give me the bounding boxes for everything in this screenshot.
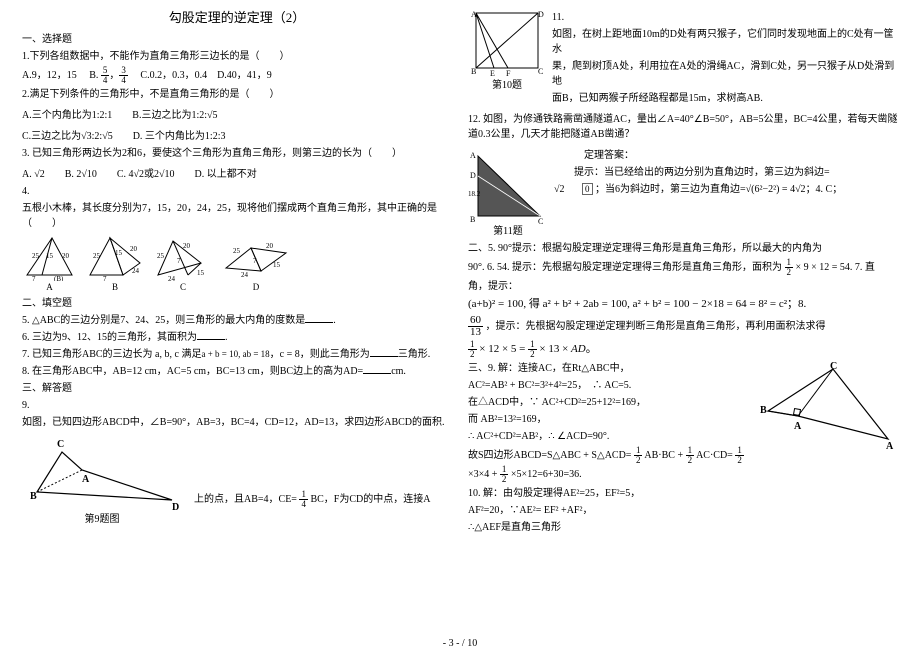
svg-text:F: F — [506, 69, 511, 78]
ans4: 角，提示： — [468, 279, 898, 294]
ans14: 10. 解：由勾股定理得AE²=25，EF²=5， — [468, 486, 898, 501]
svg-text:24: 24 — [168, 275, 176, 281]
svg-text:20: 20 — [183, 242, 191, 250]
q1: 1.下列各组数据中，不能作为直角三角形三边长的是（ ） — [22, 49, 452, 64]
svg-text:C: C — [538, 67, 543, 76]
svg-text:A: A — [471, 10, 477, 19]
q9-tail: 上的点，且AB=4，CE= 14 BC，F为CD的中点，连接A — [194, 490, 452, 527]
q3-opts: A. √2 B. 2√10 C. 4√2或2√10 D. 以上都不对 — [22, 167, 452, 182]
q11-line4: 面B，已知两猴子所经路程都是15m，求树高AB. — [468, 91, 898, 106]
q5: 5. △ABC的三边分别是7、24、25，则三角形的最大内角的度数是. — [22, 313, 452, 328]
section-b: 二、填空题 — [22, 296, 452, 311]
q4-figures: 25 20 15 7 (B) A 25 15 20 24 7 — [22, 233, 452, 295]
svg-text:B: B — [760, 405, 767, 416]
section-c: 三、解答题 — [22, 381, 452, 396]
svg-text:20: 20 — [266, 242, 274, 250]
svg-text:D: D — [172, 502, 179, 512]
svg-text:B: B — [471, 67, 476, 76]
svg-text:24: 24 — [132, 267, 140, 275]
q9-text: 如图，已知四边形ABCD中，∠B=90°，AB=3，BC=4，CD=12，AD=… — [22, 415, 452, 430]
svg-text:7: 7 — [253, 257, 257, 265]
svg-text:A: A — [470, 151, 476, 160]
ans13: 故S四边形ABCD=S△ABC + S△ACD= 12 AB·BC + 12 A… — [468, 446, 898, 484]
svg-text:24: 24 — [241, 271, 249, 279]
fig-a: 25 20 15 7 (B) — [22, 233, 77, 281]
svg-text:20: 20 — [130, 245, 138, 253]
svg-text:18.2: 18.2 — [468, 190, 481, 198]
q9-caption: 第9题图 — [22, 512, 182, 527]
q11-figure-wrap: A D B C 18.2 第11题 — [468, 146, 548, 239]
section-a: 一、选择题 — [22, 32, 452, 47]
svg-text:A: A — [886, 441, 894, 451]
svg-text:20: 20 — [62, 252, 70, 260]
q9: 9. — [22, 398, 452, 413]
svg-text:B: B — [30, 491, 37, 502]
ans3: 90°. 6. 54. 提示：先根据勾股定理逆定理得三角形是直角三角形，面积为 … — [468, 258, 898, 277]
ans16: ∴△AEF是直角三角形 — [468, 520, 898, 535]
ans15: AF²=20，∵AE²= EF² +AF²， — [468, 503, 898, 518]
svg-text:15: 15 — [115, 249, 123, 257]
q3: 3. 已知三角形两边长为2和6，要使这个三角形为直角三角形，则第三边的长为（ ） — [22, 146, 452, 161]
q4-text: 五根小木棒，其长度分别为7，15，20，24，25，现将他们摆成两个直角三角形，… — [22, 201, 452, 231]
svg-text:(B): (B) — [54, 275, 64, 281]
svg-text:7: 7 — [177, 257, 181, 265]
svg-text:C: C — [830, 361, 837, 372]
svg-text:C: C — [57, 439, 64, 450]
ans-figure: B A A C — [758, 361, 898, 451]
q2: 2.满足下列条件的三角形中，不是直角三角形的是（ ） — [22, 87, 452, 102]
ans6: 6013 ，提示：先根据勾股定理逆定理判断三角形是直角三角形，再利用面积法求得 — [468, 315, 898, 338]
ans5: (a+b)² = 100, 得 a² + b² + 2ab = 100, a² … — [468, 296, 898, 313]
q11-figure: A D B C 18.2 — [468, 146, 548, 224]
svg-text:7: 7 — [103, 275, 107, 281]
q4: 4. — [22, 184, 452, 199]
svg-text:25: 25 — [157, 252, 165, 260]
svg-text:D: D — [538, 10, 544, 19]
svg-text:B: B — [470, 215, 475, 224]
q8: 8. 在三角形ABC中，AB=12 cm，AC=5 cm，BC=13 cm，则B… — [22, 364, 452, 379]
svg-text:7: 7 — [32, 275, 36, 281]
q10-figure: A D B E F C — [468, 8, 546, 78]
q10-figure-wrap: A D B E F C 第10题 — [468, 8, 546, 93]
svg-text:C: C — [538, 217, 543, 224]
svg-text:15: 15 — [46, 252, 54, 260]
q2cd: C.三边之比为√3:2:√5 D. 三个内角比为1:2:3 — [22, 129, 452, 144]
q9-figure: C B A D — [22, 432, 182, 512]
q6: 6. 三边为9、12、15的三角形，其面积为. — [22, 330, 452, 345]
fig-c: 25 20 7 15 24 — [153, 233, 213, 281]
svg-text:A: A — [794, 421, 802, 432]
svg-text:25: 25 — [233, 247, 241, 255]
q12: 12. 如图，为修通铁路需凿通隧道AC，量出∠A=40°∠B=50°，AB=5公… — [468, 112, 898, 142]
q7: 7. 已知三角形ABC的三边长为 a, b, c 满足a + b = 10, a… — [22, 347, 452, 362]
svg-text:25: 25 — [32, 252, 40, 260]
svg-text:15: 15 — [273, 261, 281, 269]
svg-text:25: 25 — [93, 252, 101, 260]
page-footer: - 3 - / 10 — [0, 638, 920, 649]
svg-text:E: E — [490, 69, 495, 78]
ans7: 12 × 12 × 5 = 12 × 13 × AD。 — [468, 340, 898, 359]
ans2: 二、5. 90°提示：根据勾股定理逆定理得三角形是直角三角形，所以最大的内角为 — [468, 241, 898, 256]
svg-text:D: D — [470, 171, 476, 180]
fig-b: 25 15 20 24 7 — [85, 233, 145, 281]
svg-text:15: 15 — [197, 269, 205, 277]
svg-text:A: A — [82, 474, 90, 485]
q1-opts: A.9，12，15 B. 54，34 C.0.2，0.3，0.4 D.40，41… — [22, 66, 452, 85]
fig-d: 25 20 7 15 24 — [221, 233, 291, 281]
q2ab: A.三个内角比为1:2:1 B.三边之比为1:2:√5 — [22, 108, 452, 123]
page-title: 勾股定理的逆定理（2） — [22, 8, 452, 28]
